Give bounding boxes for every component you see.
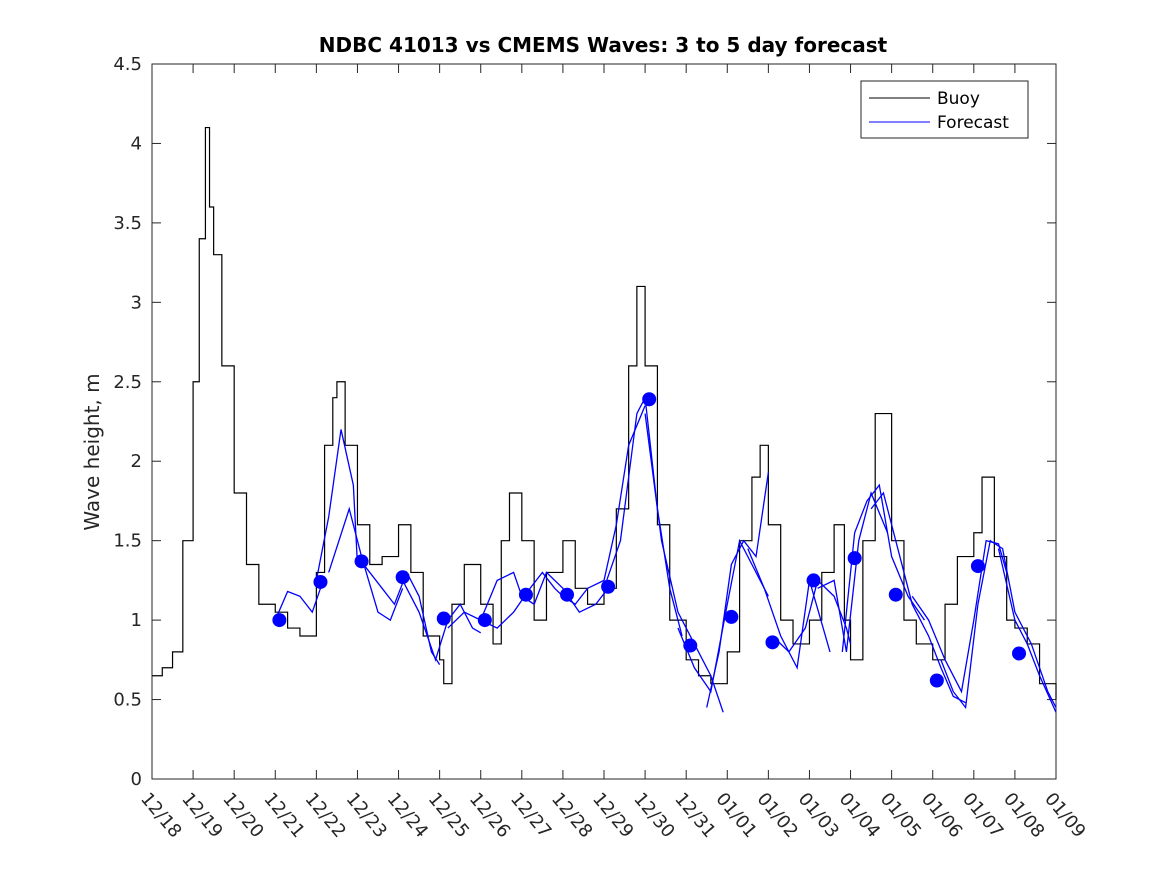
forecast-series-line-12: [706, 472, 770, 708]
forecast-marker: [929, 673, 944, 688]
forecast-series-line-20: [997, 548, 1057, 713]
plot-area: [151, 63, 1057, 780]
y-tick-label: 1.5: [113, 531, 142, 552]
series-layer: [152, 126, 1057, 713]
legend-box: [860, 80, 1029, 139]
forecast-marker: [847, 551, 862, 566]
forecast-marker: [724, 609, 739, 624]
legend-forecast-label: Forecast: [937, 113, 1009, 133]
y-tick-label: 3: [131, 292, 142, 313]
forecast-marker: [272, 613, 287, 628]
forecast-marker: [395, 570, 410, 585]
forecast-marker: [313, 574, 328, 589]
forecast-marker: [683, 638, 698, 653]
buoy-series-line: [152, 126, 1057, 700]
legend-buoy-label: Buoy: [937, 89, 980, 109]
marker-layer: [272, 392, 1027, 688]
forecast-marker: [888, 587, 903, 602]
y-tick-label: 0: [131, 769, 142, 790]
forecast-marker: [354, 554, 369, 569]
forecast-series-line-2: [328, 506, 404, 622]
y-tick-label: 2.5: [113, 372, 142, 393]
forecast-series-line-1: [315, 429, 359, 581]
forecast-series-line-7: [521, 571, 609, 613]
forecast-series-line-19: [940, 539, 1057, 710]
forecast-series-line-0: [274, 588, 322, 621]
y-axis-label: Wave height, m: [80, 373, 104, 530]
forecast-series-line-6: [480, 571, 564, 629]
y-tick-label: 1: [131, 610, 142, 631]
forecast-series-line-18: [911, 539, 1008, 694]
forecast-marker: [477, 613, 492, 628]
forecast-marker: [765, 635, 780, 650]
forecast-marker: [970, 559, 985, 574]
y-tick-label: 4: [131, 133, 142, 154]
y-tick-label: 0.5: [113, 690, 142, 711]
forecast-marker: [806, 573, 821, 588]
legend: Buoy Forecast: [860, 80, 1029, 139]
y-tick-label: 4.5: [113, 54, 142, 75]
forecast-marker: [642, 392, 657, 407]
chart-title: NDBC 41013 vs CMEMS Waves: 3 to 5 day fo…: [319, 33, 888, 57]
forecast-series-line-8: [562, 405, 646, 606]
forecast-series-line-16: [841, 483, 926, 652]
y-tick-label: 2: [131, 451, 142, 472]
forecast-marker: [518, 587, 533, 602]
forecast-series-line-5: [447, 571, 523, 629]
forecast-series-line-15: [817, 490, 889, 652]
forecast-marker: [436, 611, 451, 626]
y-tick-label: 3.5: [113, 213, 142, 234]
forecast-series-line-17: [870, 491, 966, 704]
forecast-marker: [1012, 646, 1027, 661]
forecast-marker: [560, 587, 575, 602]
forecast-marker: [601, 579, 616, 594]
